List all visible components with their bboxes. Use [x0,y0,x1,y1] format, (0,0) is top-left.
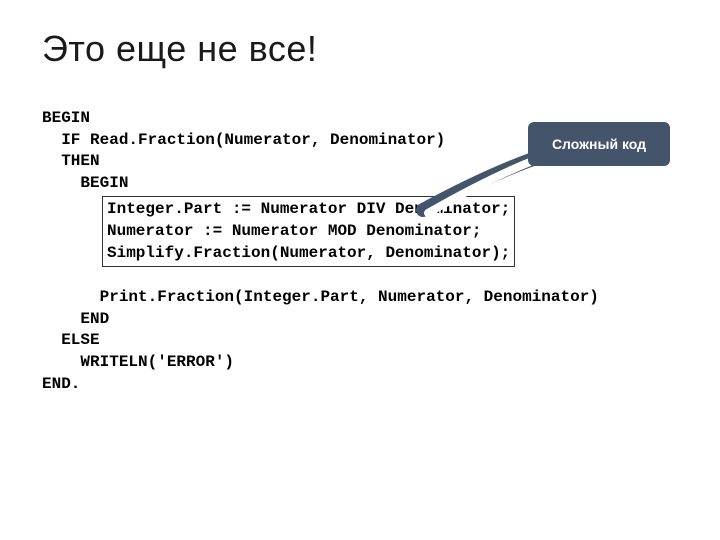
code-line: END [42,309,678,331]
code-line: ELSE [42,330,678,352]
code-line: Simplify.Fraction(Numerator, Denominator… [107,243,510,265]
slide-title: Это еще не все! [42,28,678,70]
code-line: Print.Fraction(Integer.Part, Numerator, … [42,287,678,309]
callout-box: Сложный код [528,122,670,166]
spacer [42,269,678,287]
slide-container: Это еще не все! BEGIN IF Read.Fraction(N… [0,0,720,540]
code-line: END. [42,374,678,396]
code-line: WRITELN('ERROR') [42,352,678,374]
callout-annotation: Сложный код [528,122,670,168]
callout-label: Сложный код [552,136,646,152]
